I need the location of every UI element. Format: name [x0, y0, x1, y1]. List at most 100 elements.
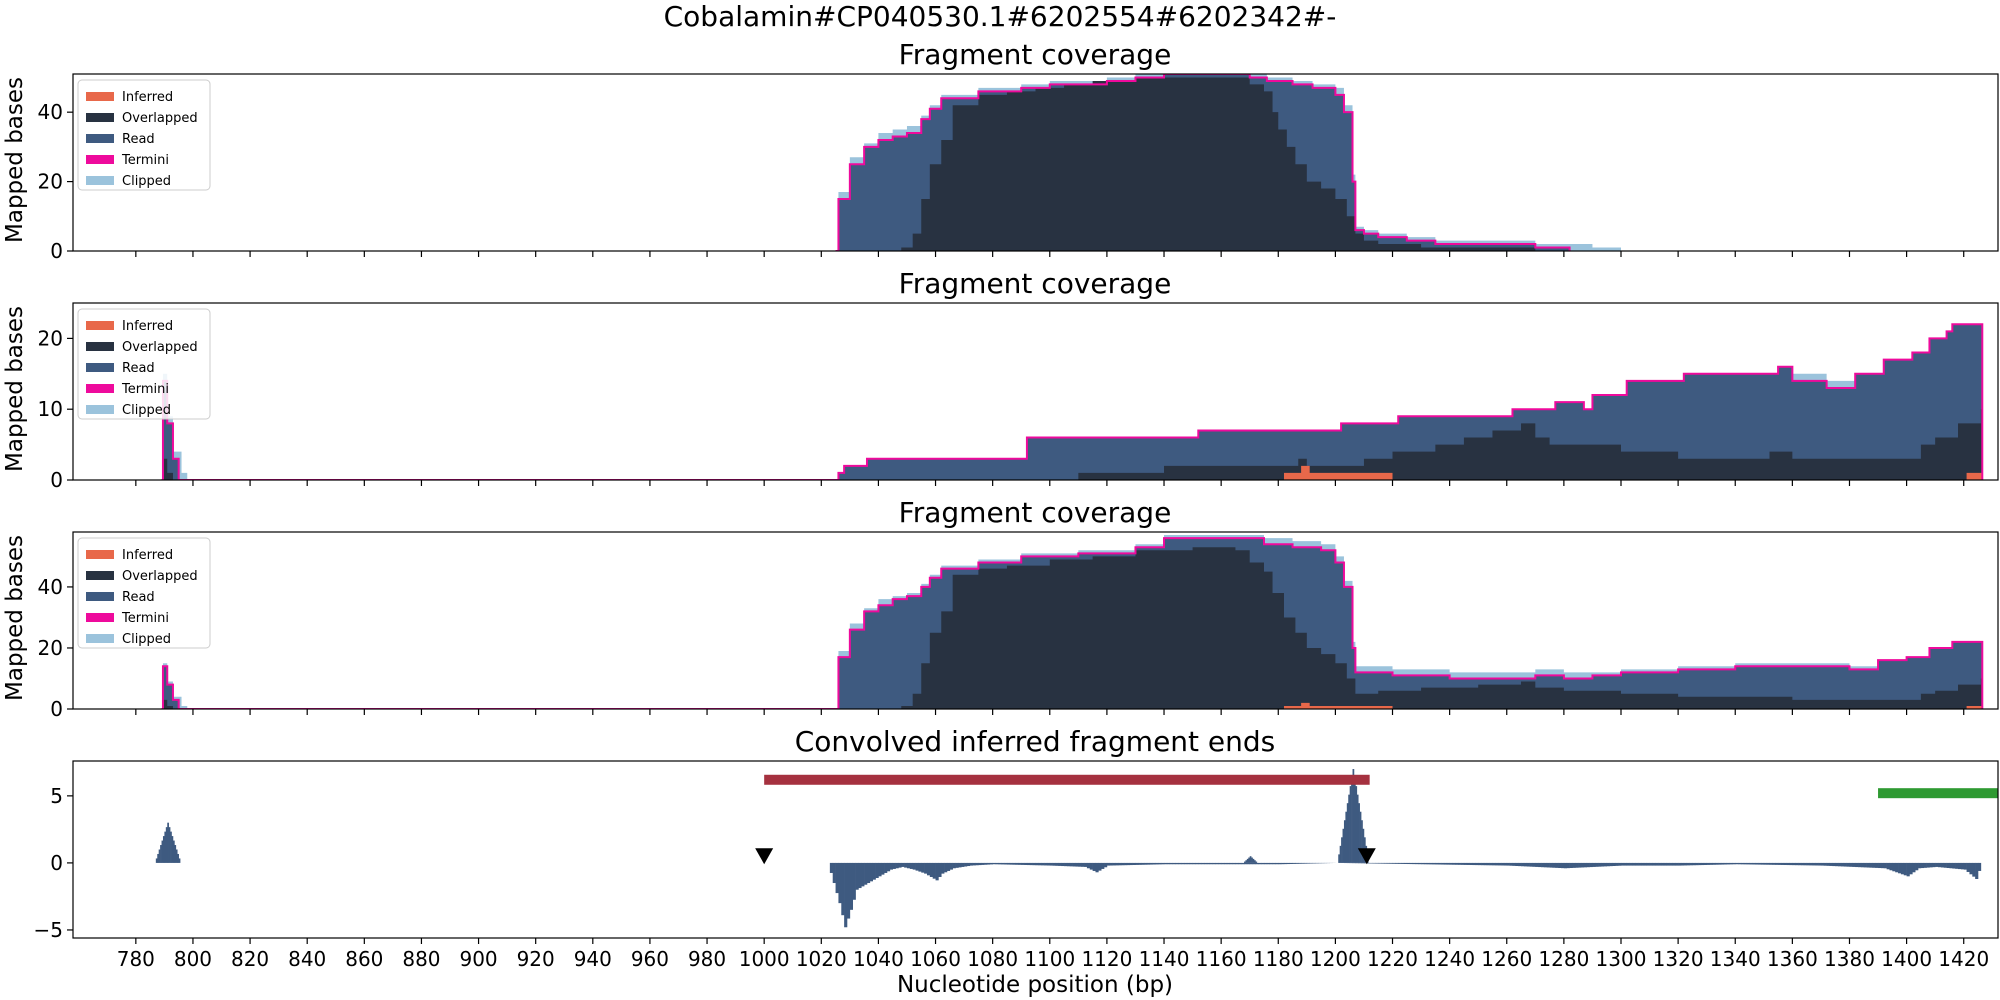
legend-label: Clipped [122, 632, 171, 647]
conv-bar [1575, 862, 1579, 868]
conv-bar [1166, 862, 1171, 865]
conv-bar [1486, 862, 1490, 866]
conv-bar [829, 862, 834, 873]
conv-bar [1429, 862, 1433, 865]
conv-bar [898, 862, 902, 868]
conv-bar [952, 862, 956, 869]
conv-bar [1735, 862, 1739, 865]
conv-bar [1398, 862, 1402, 864]
y-tick-label: 20 [38, 636, 63, 660]
conv-bar [1281, 862, 1285, 865]
conv-bar [1546, 862, 1550, 868]
conv-bar [1835, 862, 1839, 867]
legend-label: Termini [121, 153, 169, 168]
conv-bar [1004, 862, 1008, 865]
conv-bar [1535, 862, 1539, 867]
conv-bar [835, 862, 839, 894]
conv-bar [1969, 862, 1973, 875]
conv-bar [1952, 862, 1956, 869]
termini-edge [161, 537, 1984, 709]
conv-bar [1543, 862, 1548, 868]
conv-bar [1775, 862, 1779, 865]
conv-bar [1658, 862, 1662, 866]
conv-bar [1201, 862, 1205, 865]
conv-bar [1606, 862, 1610, 867]
conv-bar [1618, 862, 1622, 866]
conv-bar [1955, 862, 1959, 869]
conv-bar [1829, 862, 1833, 866]
conv-bar [1872, 862, 1876, 868]
conv-bar [1858, 862, 1862, 868]
conv-bar [1706, 862, 1710, 865]
conv-bar [1972, 862, 1976, 877]
x-tick-label: 1280 [1538, 947, 1589, 971]
conv-bar [1449, 862, 1453, 865]
green-interval-bar [1878, 788, 1998, 799]
conv-bar [1052, 862, 1056, 866]
conv-bar [1692, 862, 1696, 866]
conv-bar [1251, 857, 1253, 863]
conv-bar [841, 862, 845, 916]
conv-bar [869, 862, 874, 882]
conv-bar [1680, 862, 1685, 866]
conv-bar [1152, 862, 1156, 865]
conv-bar [1572, 862, 1576, 868]
x-tick-label: 1220 [1367, 947, 1418, 971]
conv-bar [1046, 862, 1051, 866]
conv-bar [1612, 862, 1616, 866]
conv-bar [955, 862, 959, 868]
x-tick-label: 800 [174, 947, 212, 971]
conv-bar [1172, 862, 1176, 865]
conv-bar [1709, 862, 1713, 865]
x-tick-label: 1020 [796, 947, 847, 971]
x-tick-label: 1160 [1196, 947, 1247, 971]
conv-bar [1626, 862, 1630, 866]
conv-bar [1312, 862, 1316, 864]
x-tick-label: 1120 [1081, 947, 1132, 971]
conv-bar [1912, 862, 1916, 873]
conv-bar [1678, 862, 1682, 866]
x-tick-label: 1040 [853, 947, 904, 971]
conv-bar [1915, 862, 1919, 871]
conv-bar [1001, 862, 1005, 865]
legend-label: Overlapped [122, 569, 198, 584]
conv-bar [167, 822, 169, 863]
conv-bar [1886, 862, 1890, 870]
plot-area [835, 74, 1621, 251]
conv-bar [1089, 862, 1093, 870]
conv-bar [1124, 862, 1128, 866]
conv-bar [1372, 862, 1376, 864]
end-marker [1357, 848, 1376, 865]
conv-bar [1401, 862, 1405, 864]
conv-bar [998, 862, 1002, 865]
conv-bar [1795, 862, 1799, 866]
conv-bar [1740, 862, 1745, 865]
conv-bar [1006, 862, 1011, 865]
conv-bar [1655, 862, 1659, 866]
conv-bar [1566, 862, 1570, 869]
conv-bar [984, 862, 988, 865]
conv-bar [1084, 862, 1088, 867]
conv-bar [938, 862, 942, 877]
conv-bar [171, 836, 174, 863]
conv-bar [1198, 862, 1202, 865]
figure-suptitle: Cobalamin#CP040530.1#6202554#6202342#- [664, 0, 1337, 33]
conv-bar [1726, 862, 1730, 865]
legend-label: Clipped [122, 174, 171, 189]
legend-label: Overlapped [122, 111, 198, 126]
conv-bar [881, 862, 885, 875]
conv-bar [170, 831, 172, 863]
plot-area [161, 323, 1984, 480]
conv-bar [1755, 862, 1759, 865]
coverage-panel-3: Fragment coverage Mapped bases 0 20 40 Infe… [2, 496, 1999, 721]
conv-bar [1129, 862, 1133, 866]
conv-bar [1649, 862, 1653, 866]
conv-bar [1892, 862, 1896, 872]
conv-bar [918, 862, 922, 872]
conv-bar [832, 862, 836, 884]
conv-bar [1255, 861, 1258, 863]
conv-bar [165, 827, 168, 863]
conv-bar [1780, 862, 1785, 865]
conv-bar [858, 862, 862, 889]
conv-bar [1092, 862, 1096, 871]
